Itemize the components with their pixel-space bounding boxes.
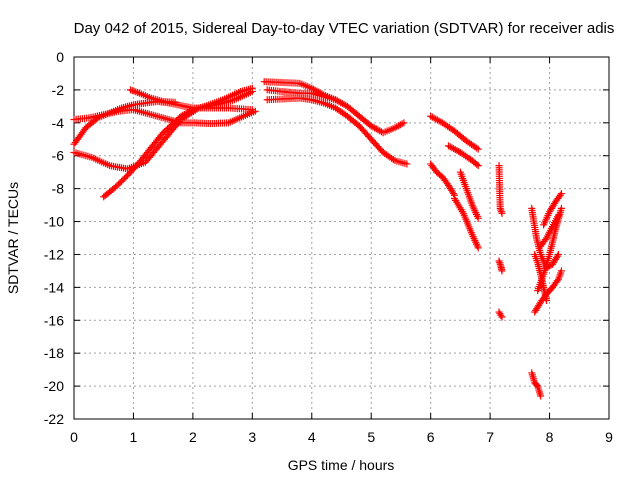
data-point xyxy=(474,162,482,170)
series-arc-15 xyxy=(495,257,506,275)
y-tick-label: -6 xyxy=(52,148,65,164)
data-point xyxy=(171,98,179,106)
series-arc-21 xyxy=(528,369,545,400)
data-point xyxy=(389,155,397,163)
x-tick-label: 1 xyxy=(130,429,138,445)
data-point xyxy=(474,145,482,153)
x-tick-label: 5 xyxy=(367,429,375,445)
y-tick-label: 0 xyxy=(56,49,64,65)
data-point xyxy=(498,209,506,217)
y-tick-label: -22 xyxy=(44,411,64,427)
data-point xyxy=(473,144,481,152)
y-tick-label: -16 xyxy=(44,312,64,328)
y-tick-label: -8 xyxy=(52,181,65,197)
data-point xyxy=(473,160,481,168)
y-tick-label: -12 xyxy=(44,246,64,262)
data-point xyxy=(474,244,482,252)
series-arc-16 xyxy=(495,308,506,321)
x-tick-label: 4 xyxy=(308,429,316,445)
axis-ticks: 0 1 2 3 4 5 6 7 8 9 0 -2 -4 -6 -8 -10 -12 -14 -16 -18 -20 -22 xyxy=(44,49,613,445)
data-point xyxy=(498,313,506,321)
x-tick-label: 8 xyxy=(546,429,554,445)
data-point xyxy=(332,96,340,104)
data-point xyxy=(449,190,457,198)
y-tick-label: -10 xyxy=(44,214,64,230)
data-point xyxy=(251,107,259,115)
data-point xyxy=(400,119,408,127)
plot-frame xyxy=(73,56,610,420)
data-marks xyxy=(70,78,565,400)
x-axis-label: GPS time / hours xyxy=(288,457,395,473)
data-point xyxy=(556,191,564,199)
x-tick-label: 7 xyxy=(486,429,494,445)
y-tick-label: -20 xyxy=(44,378,64,394)
data-point xyxy=(403,160,411,168)
x-tick-label: 9 xyxy=(605,429,613,445)
series-arc-14 xyxy=(495,162,506,217)
data-point xyxy=(553,277,561,285)
data-point xyxy=(248,106,256,114)
series-arc-13 xyxy=(456,168,482,222)
data-point xyxy=(553,252,561,260)
series-arc-10 xyxy=(445,142,482,170)
series-arc-9 xyxy=(427,112,482,153)
x-tick-label: 2 xyxy=(189,429,197,445)
y-tick-label: -4 xyxy=(52,115,65,131)
y-axis-label: SDTVAR / TECUs xyxy=(5,182,21,294)
y-tick-label: -18 xyxy=(44,345,64,361)
chart-title: Day 042 of 2015, Sidereal Day-to-day VTE… xyxy=(74,20,615,37)
series-arc-11 xyxy=(427,160,458,199)
data-point xyxy=(474,214,482,222)
data-point xyxy=(533,381,541,389)
series-arc-18 xyxy=(531,267,565,316)
data-point xyxy=(557,190,565,198)
data-point xyxy=(498,267,506,275)
series-arc-22 xyxy=(531,250,551,305)
data-point xyxy=(541,236,549,244)
data-point xyxy=(557,267,565,275)
x-tick-label: 6 xyxy=(427,429,435,445)
series-arc-23 xyxy=(537,211,562,250)
data-point xyxy=(554,211,562,219)
data-point xyxy=(557,204,565,212)
data-point xyxy=(497,311,505,319)
series-arc-12 xyxy=(450,195,482,252)
data-point xyxy=(543,297,551,305)
series-arc-5 xyxy=(126,86,179,106)
y-tick-label: -14 xyxy=(44,279,64,295)
data-point xyxy=(248,84,256,92)
series-arc-20 xyxy=(540,190,565,229)
series-arc-8 xyxy=(263,86,340,104)
y-tick-label: -2 xyxy=(52,82,65,98)
data-point xyxy=(554,250,562,258)
x-tick-label: 3 xyxy=(248,429,256,445)
data-point xyxy=(537,392,545,400)
x-tick-label: 0 xyxy=(70,429,78,445)
